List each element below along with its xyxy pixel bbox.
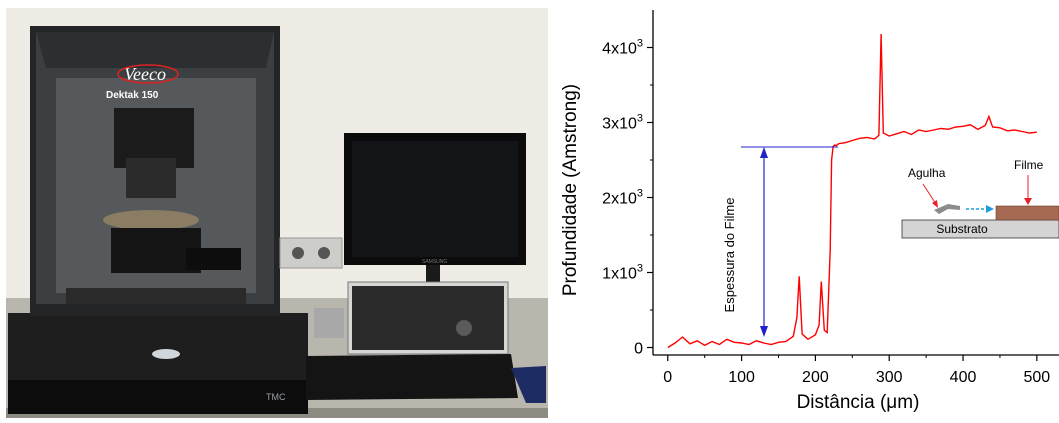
- profile-chart: Profundidade (Amstrong) Distância (μm) 0…: [560, 10, 1059, 413]
- x-tick-label: 0: [663, 369, 672, 386]
- film-block: [995, 205, 1059, 221]
- x-ticks: [667, 355, 1038, 361]
- base-label: TMC: [266, 392, 286, 402]
- x-axis-label: Distância (μm): [797, 392, 920, 413]
- thickness-arrow-head-bottom: [760, 326, 768, 337]
- brand-logo: Veeco: [124, 64, 166, 84]
- y-tick-label: 0: [634, 341, 643, 358]
- thickness-label: Espessura do Filme: [722, 198, 737, 313]
- x-tick-label: 200: [802, 369, 829, 386]
- film-label: Filme: [1014, 158, 1044, 172]
- x-tick-label: 500: [1024, 369, 1051, 386]
- needle-label: Agulha: [908, 166, 946, 180]
- substrate-label: Substrato: [936, 222, 988, 236]
- film-label-arrowhead: [1024, 198, 1032, 205]
- y-tick-label: 3x103: [602, 113, 643, 133]
- x-tick-label: 100: [728, 369, 755, 386]
- model-label: Dektak 150: [106, 90, 159, 101]
- thickness-arrow-head-top: [760, 147, 768, 158]
- profile-trace: [667, 33, 1037, 349]
- y-tick-label: 1x103: [602, 263, 643, 283]
- profilometer-photo: TMC Veeco Dektak 150 SAMSUNG: [6, 8, 548, 418]
- y-tick-labels: 0 1x103 2x103 3x103 4x103: [602, 38, 643, 358]
- needle-icon: [934, 204, 960, 214]
- monitor-brand: SAMSUNG: [422, 259, 447, 265]
- x-tick-label: 300: [876, 369, 903, 386]
- y-ticks: [647, 46, 653, 349]
- x-tick-labels: 0 100 200 300 400 500: [663, 369, 1050, 386]
- substrate-block: [901, 219, 1059, 239]
- inset-schematic: Substrato Agulha Filme: [901, 158, 1059, 239]
- needle-label-arrowhead: [932, 200, 938, 208]
- y-tick-label: 2x103: [602, 188, 643, 208]
- x-tick-label: 400: [950, 369, 977, 386]
- scan-direction-arrowhead: [986, 205, 994, 213]
- needle-label-arrow: [922, 183, 937, 205]
- y-axis-label: Profundidade (Amstrong): [560, 84, 581, 296]
- y-tick-label: 4x103: [602, 38, 643, 58]
